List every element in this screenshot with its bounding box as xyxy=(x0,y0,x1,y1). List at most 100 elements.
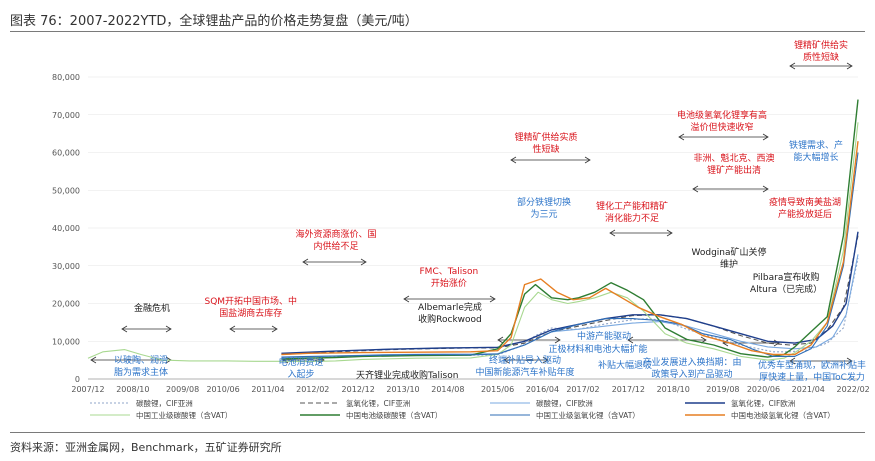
arrow-head xyxy=(302,258,309,266)
y-tick-label: 60,000 xyxy=(52,149,80,158)
annotation-label: SQM开拓中国市场、中 国盐湖商去库存 xyxy=(204,297,298,319)
arrow-head xyxy=(510,156,517,164)
figure-source: 资料来源：亚洲金属网，Benchmark，五矿证券研究所 xyxy=(10,441,282,454)
y-tick-label: 80,000 xyxy=(52,73,80,82)
series-line xyxy=(281,231,859,354)
arrow-head xyxy=(692,185,699,193)
annotation-label: 锂化工产能和精矿 消化能力不足 xyxy=(596,202,669,224)
annotation-label: Wodgina矿山关停 维护 xyxy=(691,248,767,270)
x-tick-label: 2015/06 xyxy=(481,385,514,394)
series-line xyxy=(281,99,859,360)
y-tick-label: 50,000 xyxy=(52,186,80,195)
annotation-label: 优秀车型涌现，欧洲补贴丰 厚快速上量，中国ToC发力 xyxy=(758,361,867,383)
annotation-label: 海外资源商涨价、国 内供给不足 xyxy=(295,230,377,252)
arrow-head xyxy=(678,133,685,141)
y-tick-label: 40,000 xyxy=(52,224,80,233)
x-tick-label: 2022/02 xyxy=(837,385,870,394)
x-tick-label: 2012/02 xyxy=(296,385,329,394)
series-line xyxy=(87,122,859,363)
annotation-label: 中游产能驱动 xyxy=(577,332,632,342)
legend-label: 中国电池级氢氧化锂（含VAT） xyxy=(731,410,835,420)
arrow-head xyxy=(609,229,616,237)
x-tick-label: 2013/10 xyxy=(386,385,419,394)
annotation-label: 锂精矿供给实质性短缺 xyxy=(794,41,849,63)
x-tick-label: 2007/12 xyxy=(71,385,104,394)
arrow-head xyxy=(789,62,796,70)
annotation-label: 终端补贴导入驱动 中国新能源汽车补贴年度 xyxy=(475,356,575,378)
arrow-head xyxy=(503,356,510,364)
annotation-label: Albemarle完成 收购Rockwood xyxy=(418,303,482,325)
legend: 碳酸锂，CIF亚洲 氢氧化锂，CIF亚洲 碳酸锂，CIF欧洲 氢氧化锂，CIF欧洲中国… xyxy=(90,398,835,420)
y-tick-label: 20,000 xyxy=(52,300,80,309)
arrow-head xyxy=(627,336,634,344)
x-tick-label: 2011/04 xyxy=(251,385,284,394)
series-line xyxy=(281,152,859,358)
arrow-head xyxy=(554,336,561,344)
legend-label: 氢氧化锂，CIF欧洲 xyxy=(731,398,795,408)
series-line xyxy=(281,141,859,356)
annotation-label: 电池消费进 入起步 xyxy=(278,358,324,380)
arrow-head xyxy=(229,325,236,333)
legend-label: 氢氧化锂，CIF亚洲 xyxy=(346,398,410,408)
arrow-head xyxy=(762,185,769,193)
annotation-label: 产业发展进入换挡期：由 政策导入到产品驱动 xyxy=(642,358,742,380)
arrow-head xyxy=(846,357,853,365)
arrow-head xyxy=(789,357,796,365)
arrow-head xyxy=(773,339,780,347)
arrow-head xyxy=(489,295,496,303)
x-tick-label: 2014/08 xyxy=(431,385,464,394)
x-tick-label: 2017/12 xyxy=(612,385,645,394)
arrow-head xyxy=(271,325,278,333)
x-tick-label: 2009/08 xyxy=(166,385,199,394)
annotation-label: 天齐锂业完成收购Talison xyxy=(356,371,459,381)
x-tick-label: 2017/02 xyxy=(566,385,599,394)
x-tick-label: 2016/04 xyxy=(526,385,559,394)
x-tick-label: 2010/06 xyxy=(206,385,239,394)
x-tick-label: 2018/10 xyxy=(657,385,690,394)
annotation-label: Pilbara宣布收购 Altura（已完成） xyxy=(750,273,823,295)
x-tick-label: 2021/04 xyxy=(792,385,825,394)
legend-label: 中国工业级氢氧化锂（含VAT） xyxy=(536,410,640,420)
x-tick-label: 2019/08 xyxy=(706,385,739,394)
y-tick-label: 30,000 xyxy=(52,262,80,271)
annotation-label: 金融危机 xyxy=(134,304,171,314)
annotation-label: 以玻陶、润滑 脂为需求主体 xyxy=(114,356,169,378)
legend-label: 中国工业级碳酸锂（含VAT） xyxy=(136,410,232,420)
gridlines xyxy=(88,76,858,342)
arrow-head xyxy=(666,229,673,237)
arrow-head xyxy=(121,325,128,333)
x-tick-label: 2008/10 xyxy=(116,385,149,394)
annotation-label: 补贴大幅退坡 xyxy=(598,361,653,371)
y-tick-label: 0 xyxy=(75,375,80,384)
arrow-head xyxy=(165,325,172,333)
legend-label: 碳酸锂，CIF欧洲 xyxy=(536,398,593,408)
series-line xyxy=(281,254,859,359)
legend-label: 碳酸锂，CIF亚洲 xyxy=(136,398,193,408)
axes: 0 10,000 20,000 30,000 40,000 50,000 60,000 70,… xyxy=(52,73,870,394)
title-divider xyxy=(10,31,865,32)
y-tick-label: 10,000 xyxy=(52,337,80,346)
arrow-head xyxy=(846,62,853,70)
arrow-head xyxy=(403,295,410,303)
annotation-label: 锂精矿供给实质性短缺 xyxy=(514,133,578,155)
arrow-head xyxy=(542,356,549,364)
legend-label: 中国电池级碳酸锂（含VAT） xyxy=(346,410,442,420)
annotation-label: 部分铁锂切换 为三元 xyxy=(517,198,572,220)
annotation-label: 正极材料和电池大幅扩能 xyxy=(548,345,648,355)
source-divider xyxy=(10,432,865,433)
figure-title: 图表 76：2007-2022YTD，全球锂盐产品的价格走势复盘（美元/吨） xyxy=(10,14,418,29)
arrow-head xyxy=(497,336,504,344)
series-lines xyxy=(87,99,859,363)
annotation-label: 铁锂需求、产 能大幅增长 xyxy=(789,141,844,163)
annotation-label: 非洲、魁北克、西澳 锂矿产能出清 xyxy=(693,154,775,176)
x-tick-label: 2012/12 xyxy=(342,385,375,394)
arrow-head xyxy=(584,156,591,164)
x-tick-label: 2020/06 xyxy=(747,385,780,394)
annotation-label: FMC、Talison 开始涨价 xyxy=(419,267,479,289)
arrow-head xyxy=(90,356,97,364)
annotation-label: 电池级氢氧化锂享有高 溢价但快速收窄 xyxy=(677,111,768,133)
arrow-head xyxy=(762,133,769,141)
arrow-head xyxy=(360,258,367,266)
y-tick-label: 70,000 xyxy=(52,111,80,120)
